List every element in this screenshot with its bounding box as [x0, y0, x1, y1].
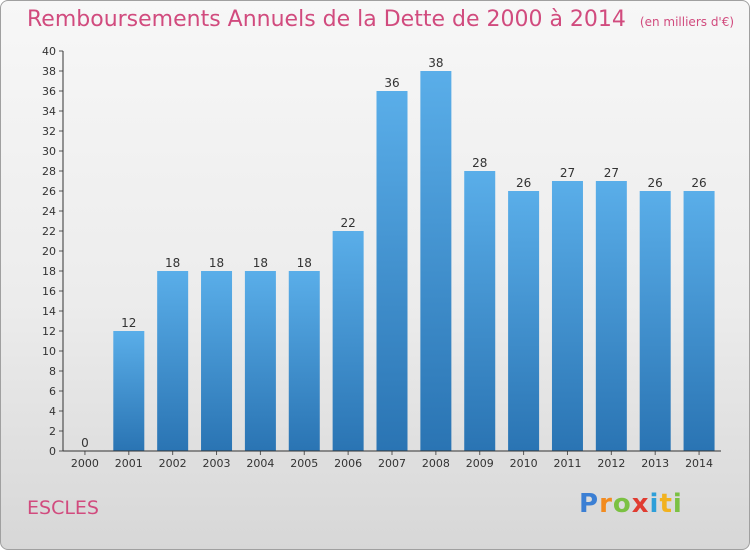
bar-2012 — [595, 181, 627, 451]
x-tick-label-2002: 2002 — [159, 457, 187, 470]
chart-unit: (en milliers d'€) — [639, 15, 735, 29]
data-label-2011: 27 — [560, 166, 575, 180]
data-label-2010: 26 — [516, 176, 531, 190]
bar-2008 — [420, 71, 452, 451]
bar-2004 — [244, 271, 276, 451]
logo-letter: i — [649, 489, 660, 519]
chart-title: Remboursements Annuels de la Dette de 20… — [27, 7, 734, 32]
y-tick-label-0: 0 — [49, 445, 56, 458]
y-tick-label-2: 2 — [49, 425, 56, 438]
y-tick-label-20: 20 — [42, 245, 56, 258]
bar-2009 — [464, 171, 496, 451]
y-tick-label-4: 4 — [49, 405, 56, 418]
axes-layer: 2000 2001 2002 2003 2004 2005 2006 2007 2008 2009… — [42, 45, 721, 470]
data-label-2014: 26 — [691, 176, 706, 190]
y-tick-label-18: 18 — [42, 265, 56, 278]
x-tick-label-2004: 2004 — [246, 457, 274, 470]
data-label-2004: 18 — [253, 256, 268, 270]
bar-2011 — [551, 181, 583, 451]
logo-letter: i — [672, 489, 683, 519]
bar-2005 — [288, 271, 320, 451]
logo-letter: P — [579, 489, 600, 519]
bar-2002 — [157, 271, 189, 451]
data-label-2005: 18 — [297, 256, 312, 270]
y-tick-label-14: 14 — [42, 305, 56, 318]
y-tick-label-10: 10 — [42, 345, 56, 358]
x-tick-label-2011: 2011 — [553, 457, 581, 470]
bar-2006 — [332, 231, 364, 451]
data-label-2012: 27 — [604, 166, 619, 180]
y-tick-label-26: 26 — [42, 185, 56, 198]
data-label-2001: 12 — [121, 316, 136, 330]
y-tick-label-12: 12 — [42, 325, 56, 338]
x-tick-label-2006: 2006 — [334, 457, 362, 470]
x-tick-label-2008: 2008 — [422, 457, 450, 470]
x-tick-label-2014: 2014 — [685, 457, 713, 470]
data-label-2009: 28 — [472, 156, 487, 170]
bar-2010 — [508, 191, 540, 451]
logo-letter: t — [659, 489, 673, 519]
y-tick-label-38: 38 — [42, 65, 56, 78]
x-tick-label-2003: 2003 — [203, 457, 231, 470]
x-tick-label-2012: 2012 — [597, 457, 625, 470]
x-tick-label-2010: 2010 — [510, 457, 538, 470]
y-tick-label-36: 36 — [42, 85, 56, 98]
bar-2003 — [201, 271, 233, 451]
bars-layer: 0 12 18 18 18 18 22 36 38 28 26 27 27 26 26 — [81, 56, 715, 451]
data-label-2003: 18 — [209, 256, 224, 270]
x-tick-label-2007: 2007 — [378, 457, 406, 470]
x-tick-label-2009: 2009 — [466, 457, 494, 470]
bar-2014 — [683, 191, 715, 451]
logo-letter: x — [631, 489, 650, 519]
y-tick-label-24: 24 — [42, 205, 56, 218]
data-label-2008: 38 — [428, 56, 443, 70]
logo-letter: r — [599, 489, 613, 519]
data-label-2000: 0 — [81, 436, 89, 450]
x-tick-label-2013: 2013 — [641, 457, 669, 470]
x-tick-label-2001: 2001 — [115, 457, 143, 470]
y-tick-label-8: 8 — [49, 365, 56, 378]
place-name: ESCLES — [27, 497, 99, 519]
y-tick-label-6: 6 — [49, 385, 56, 398]
bar-2007 — [376, 91, 408, 451]
y-tick-label-28: 28 — [42, 165, 56, 178]
data-label-2006: 22 — [340, 216, 355, 230]
x-tick-label-2000: 2000 — [71, 457, 99, 470]
data-label-2002: 18 — [165, 256, 180, 270]
y-tick-label-34: 34 — [42, 105, 56, 118]
logo-letter: o — [612, 489, 632, 519]
y-tick-label-40: 40 — [42, 45, 56, 58]
y-tick-label-30: 30 — [42, 145, 56, 158]
x-tick-label-2005: 2005 — [290, 457, 318, 470]
proxiti-logo: Proxiti — [579, 489, 683, 519]
bar-2001 — [113, 331, 145, 451]
y-tick-label-22: 22 — [42, 225, 56, 238]
data-label-2007: 36 — [384, 76, 399, 90]
y-tick-label-32: 32 — [42, 125, 56, 138]
data-label-2013: 26 — [648, 176, 663, 190]
y-tick-label-16: 16 — [42, 285, 56, 298]
bar-2013 — [639, 191, 671, 451]
chart-title-text: Remboursements Annuels de la Dette de 20… — [27, 7, 626, 32]
